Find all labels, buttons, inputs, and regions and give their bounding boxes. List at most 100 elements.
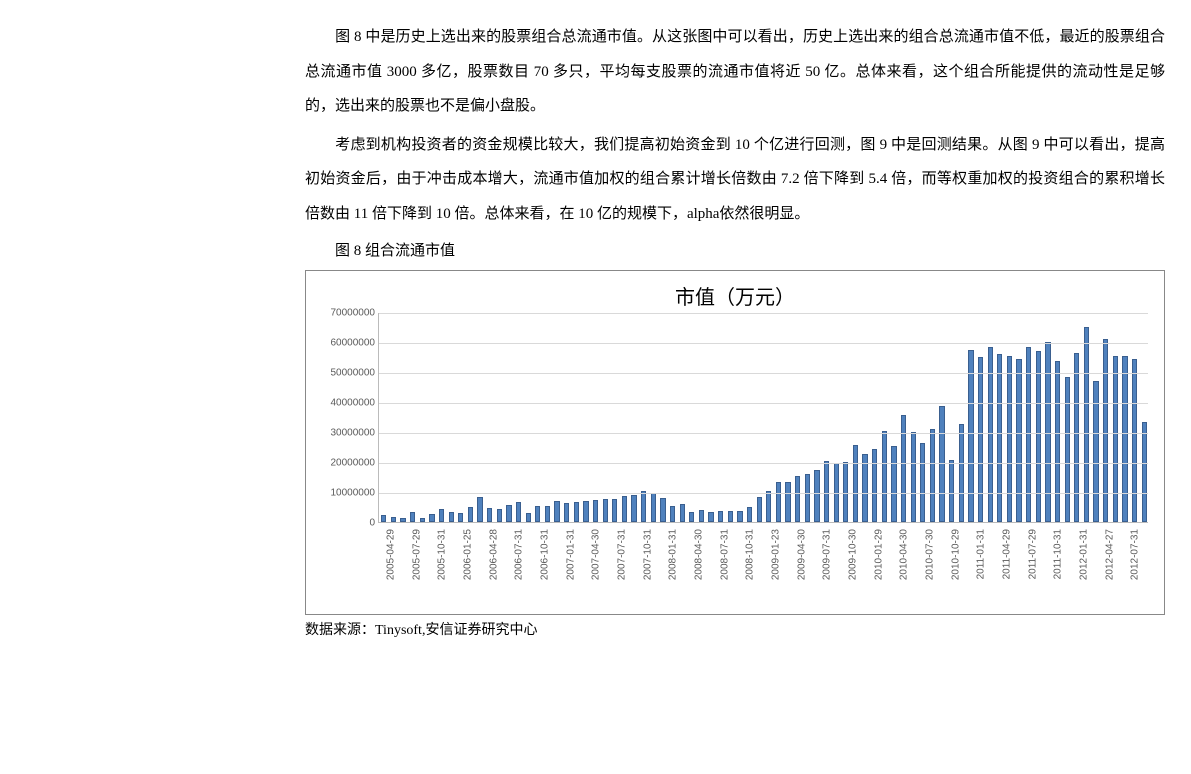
source-label: 数据来源：Tinysoft,安信证券研究中心	[305, 619, 1165, 639]
bar	[1113, 356, 1118, 523]
bar	[680, 504, 685, 522]
gridline	[379, 313, 1148, 314]
bar	[1065, 377, 1070, 522]
x-tick-label: 2007-07-31	[616, 529, 627, 580]
bar	[516, 502, 521, 522]
bar	[891, 446, 896, 523]
x-tick-label: 2007-10-31	[642, 529, 653, 580]
bar	[487, 508, 492, 522]
bar	[670, 506, 675, 523]
bar	[400, 518, 405, 523]
bar	[535, 506, 540, 522]
bar	[785, 482, 790, 522]
gridline	[379, 373, 1148, 374]
x-tick-label: 2012-01-31	[1078, 529, 1089, 580]
bar	[564, 503, 569, 522]
bar	[1045, 342, 1050, 522]
plot-area: 0100000002000000030000000400000005000000…	[378, 313, 1148, 523]
bar	[689, 512, 694, 522]
x-tick-label: 2011-10-31	[1053, 529, 1064, 579]
x-tick-label: 2006-07-31	[514, 529, 525, 580]
bar	[612, 499, 617, 522]
bar	[795, 476, 800, 523]
bar	[545, 506, 550, 523]
bar	[1055, 361, 1060, 522]
figure-caption: 图 8 组合流通市值	[305, 235, 1165, 268]
x-axis-labels: 2005-04-292005-07-292005-10-312006-01-25…	[378, 525, 1148, 613]
bar	[699, 510, 704, 522]
x-tick-label: 2009-04-30	[796, 529, 807, 580]
bar	[506, 505, 511, 522]
bar	[882, 431, 887, 522]
y-tick-label: 60000000	[331, 338, 376, 349]
bar	[458, 513, 463, 522]
bar	[939, 406, 944, 522]
bar	[526, 513, 531, 522]
bar	[651, 493, 656, 522]
x-tick-label: 2007-01-31	[565, 529, 576, 580]
x-tick-label: 2010-01-29	[873, 529, 884, 580]
bars-group	[379, 313, 1148, 522]
bar	[920, 443, 925, 523]
x-tick-label: 2012-04-27	[1104, 529, 1115, 580]
bar	[949, 460, 954, 522]
bar	[718, 511, 723, 522]
bar	[959, 424, 964, 522]
bar	[737, 511, 742, 522]
bar	[554, 501, 559, 522]
bar	[497, 509, 502, 522]
bar	[824, 461, 829, 523]
x-tick-label: 2009-07-31	[822, 529, 833, 580]
bar	[708, 512, 713, 523]
x-tick-label: 2007-04-30	[591, 529, 602, 580]
x-tick-label: 2008-01-31	[668, 529, 679, 580]
x-tick-label: 2006-01-25	[462, 529, 473, 580]
paragraph-2: 考虑到机构投资者的资金规模比较大，我们提高初始资金到 10 个亿进行回测，图 9…	[305, 128, 1165, 232]
bar	[622, 496, 627, 522]
bar	[439, 509, 444, 522]
gridline	[379, 433, 1148, 434]
x-tick-label: 2009-01-23	[770, 529, 781, 580]
x-tick-label: 2008-10-31	[745, 529, 756, 580]
x-tick-label: 2011-04-29	[1001, 529, 1012, 579]
paragraph-2-text: 考虑到机构投资者的资金规模比较大，我们提高初始资金到 10 个亿进行回测，图 9…	[305, 137, 1165, 222]
bar	[641, 491, 646, 522]
x-tick-label: 2011-07-29	[1027, 529, 1038, 579]
bar	[978, 357, 983, 522]
paragraph-1-text: 图 8 中是历史上选出来的股票组合总流通市值。从这张图中可以看出，历史上选出来的…	[305, 29, 1165, 114]
y-tick-label: 10000000	[331, 488, 376, 499]
bar	[766, 491, 771, 522]
bar	[1016, 359, 1021, 522]
y-tick-label: 20000000	[331, 458, 376, 469]
x-tick-label: 2006-04-28	[488, 529, 499, 580]
bar	[853, 445, 858, 522]
bar	[660, 498, 665, 522]
x-tick-label: 2010-07-30	[924, 529, 935, 580]
bar	[449, 512, 454, 523]
x-tick-label: 2012-07-31	[1130, 529, 1141, 580]
gridline	[379, 403, 1148, 404]
bar	[477, 497, 482, 522]
bar	[968, 350, 973, 522]
bar	[410, 512, 415, 523]
x-tick-label: 2008-04-30	[693, 529, 704, 580]
gridline	[379, 493, 1148, 494]
bar	[872, 449, 877, 523]
bar	[583, 501, 588, 522]
y-tick-label: 0	[369, 518, 375, 529]
x-tick-label: 2009-10-30	[847, 529, 858, 580]
y-tick-label: 40000000	[331, 398, 376, 409]
gridline	[379, 343, 1148, 344]
bar	[574, 502, 579, 522]
bar	[930, 429, 935, 522]
paragraph-1: 图 8 中是历史上选出来的股票组合总流通市值。从这张图中可以看出，历史上选出来的…	[305, 20, 1165, 124]
bar	[911, 432, 916, 522]
x-tick-label: 2005-07-29	[411, 529, 422, 580]
bar	[843, 462, 848, 522]
x-tick-label: 2011-01-31	[976, 529, 987, 579]
x-tick-label: 2008-07-31	[719, 529, 730, 580]
bar	[1122, 356, 1127, 522]
x-tick-label: 2006-10-31	[539, 529, 550, 580]
chart-title: 市值（万元）	[306, 271, 1164, 316]
x-tick-label: 2005-04-29	[385, 529, 396, 580]
